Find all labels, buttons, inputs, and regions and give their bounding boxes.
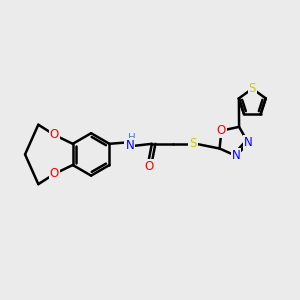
Text: O: O <box>144 160 154 173</box>
Text: S: S <box>189 137 197 150</box>
Text: N: N <box>244 136 252 149</box>
Text: N: N <box>125 140 134 152</box>
Text: N: N <box>232 149 240 162</box>
Text: O: O <box>50 128 59 142</box>
Text: O: O <box>217 124 226 137</box>
Text: O: O <box>50 167 59 180</box>
Text: H: H <box>128 133 135 143</box>
Text: S: S <box>249 82 256 95</box>
